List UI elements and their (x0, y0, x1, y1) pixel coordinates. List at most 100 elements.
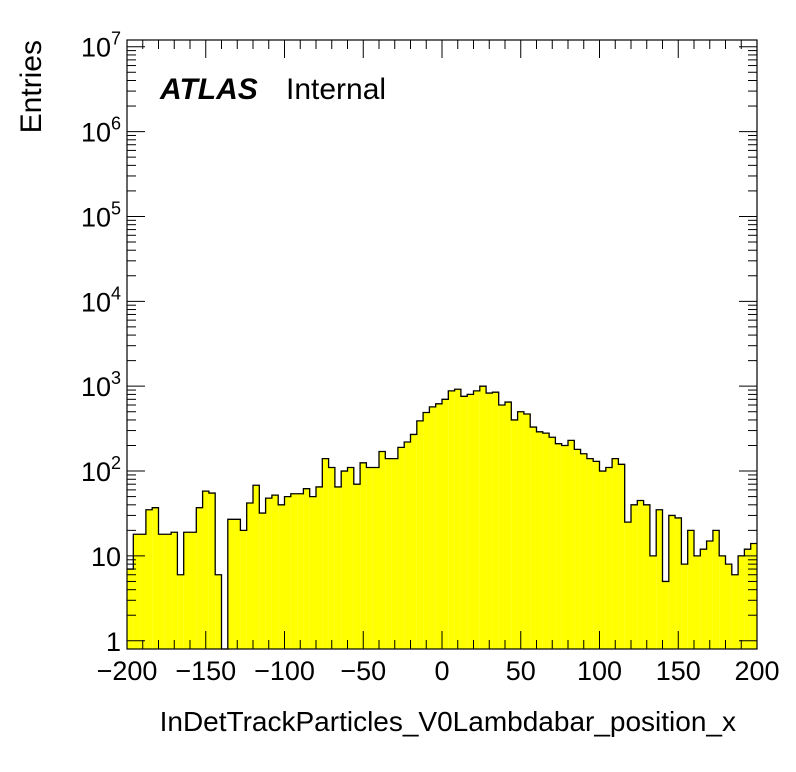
histogram-bar (681, 564, 688, 649)
histogram-bar (593, 461, 600, 649)
histogram-bar (265, 498, 272, 649)
histogram-bar (397, 447, 405, 649)
histogram-bar (341, 471, 348, 649)
y-tick-label: 103 (81, 368, 121, 402)
histogram-bar (612, 458, 619, 649)
histogram-bar (668, 515, 676, 649)
histogram-bar (725, 564, 732, 649)
histogram-bar (366, 467, 373, 649)
y-tick-label: 106 (81, 114, 121, 148)
histogram-outline (127, 385, 757, 650)
histogram-bars (127, 385, 757, 650)
histogram-bar (234, 519, 241, 649)
histogram-bar (599, 471, 606, 649)
y-tick-label: 10 (91, 542, 121, 572)
y-axis-label: Entries (15, 40, 48, 133)
histogram-bar (171, 532, 178, 649)
histogram-bar (297, 493, 304, 649)
histogram-bar (523, 414, 531, 649)
histogram-bar (561, 445, 568, 649)
histogram-bar (385, 458, 392, 649)
histogram-bar (706, 540, 713, 649)
histogram-bar (410, 434, 417, 649)
histogram-bar (744, 549, 751, 649)
histogram-bar (316, 486, 323, 649)
histogram-bar (284, 496, 291, 649)
histogram-bar (177, 574, 184, 649)
histogram-bar (530, 427, 537, 649)
histogram-bar (731, 574, 739, 649)
histogram-bar (152, 507, 159, 649)
histogram-bar (649, 555, 657, 649)
histogram-bar (498, 405, 505, 649)
histogram-bar (687, 530, 694, 649)
status-label: Internal (286, 73, 386, 106)
x-tick-label: 100 (577, 656, 622, 686)
histogram-bar (631, 504, 638, 649)
histogram-bar (568, 440, 575, 649)
histogram-bar (454, 389, 461, 649)
histogram-bar (517, 411, 524, 649)
histogram-bar (486, 393, 493, 649)
x-tick-label: 200 (734, 656, 779, 686)
histogram-bar (467, 394, 474, 649)
histogram-bar (253, 485, 260, 649)
x-tick-label: 0 (434, 656, 449, 686)
histogram-bar (164, 534, 172, 649)
y-tick-label: 102 (81, 453, 121, 487)
histogram-bar (347, 467, 354, 649)
x-tick-label: 150 (656, 656, 701, 686)
histogram-bar (190, 532, 197, 649)
y-tick-label: 104 (81, 283, 121, 317)
histogram-bar (322, 458, 329, 649)
histogram-bar (555, 443, 562, 649)
histogram-bar (511, 419, 518, 649)
histogram-bar (271, 495, 279, 649)
y-axis-ticks: 1 10 102 103 104 105 106 107 (81, 29, 757, 657)
x-axis-label: InDetTrackParticles_V0Lambdabar_position… (160, 706, 736, 737)
histogram-bar (694, 555, 701, 649)
histogram-bar (139, 534, 146, 649)
histogram-bar (404, 441, 411, 649)
histogram-bar (133, 534, 140, 649)
histogram-bar (259, 513, 266, 649)
histogram-bar (208, 493, 216, 649)
histogram-bar (618, 464, 625, 649)
histogram-bar (536, 431, 543, 649)
histogram-bar (479, 386, 487, 649)
y-tick-label: 1 (106, 627, 121, 657)
histogram-bar (662, 581, 669, 649)
histogram-bar (246, 503, 253, 649)
histogram-bar (429, 406, 436, 649)
histogram-bar (372, 467, 379, 649)
histogram-bar (712, 530, 720, 649)
histogram-bar (183, 532, 190, 649)
histogram-bar (542, 433, 550, 649)
histogram-bar (442, 399, 449, 649)
histogram-bar (738, 555, 745, 649)
histogram-bar (492, 392, 499, 649)
x-tick-label: −200 (97, 656, 158, 686)
histogram-bar (416, 420, 424, 649)
histogram-bar (624, 522, 631, 649)
histogram-bar (656, 509, 663, 649)
histogram-bar (328, 467, 335, 649)
histogram-bar (309, 496, 316, 649)
histogram-bar (643, 504, 650, 649)
histogram-bar (505, 402, 512, 649)
x-tick-label: −50 (340, 656, 386, 686)
histogram-bar (675, 517, 682, 649)
histogram-bar (303, 488, 310, 649)
histogram-bar (196, 507, 203, 649)
histogram-bar (435, 403, 442, 649)
histogram-bar (637, 500, 644, 649)
x-tick-label: 50 (506, 656, 536, 686)
histogram-bar (158, 534, 165, 649)
histogram-bar (278, 504, 285, 649)
histogram-bar (127, 569, 134, 649)
y-tick-label: 107 (81, 29, 121, 63)
histogram-bar (227, 519, 235, 649)
histogram-bar (360, 462, 367, 649)
histogram-bar (460, 396, 468, 649)
